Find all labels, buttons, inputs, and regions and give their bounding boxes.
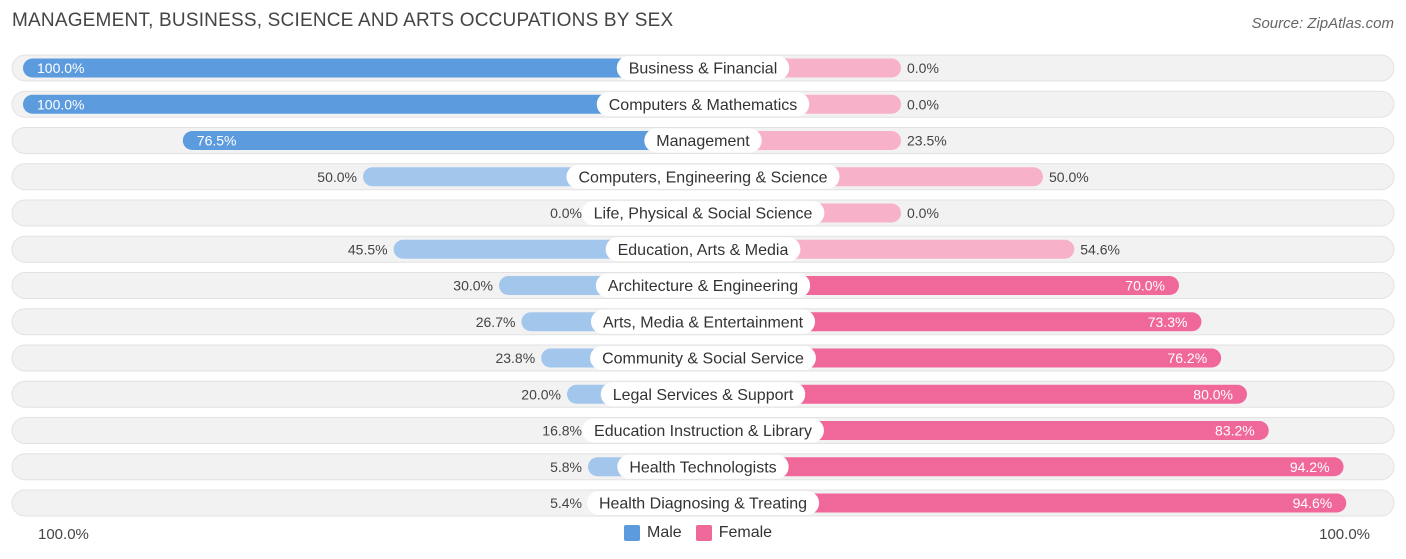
female-value-label: 83.2%	[1215, 423, 1255, 439]
female-value-label: 54.6%	[1080, 241, 1120, 257]
category-label: Life, Physical & Social Science	[594, 206, 813, 223]
male-value-label: 5.8%	[550, 459, 582, 475]
female-bar	[703, 276, 1179, 295]
source-label: Source: ZipAtlas.com	[1251, 15, 1394, 32]
category-label-pill	[586, 491, 820, 515]
axis-left-label: 100.0%	[38, 526, 89, 543]
male-value-label: 16.8%	[542, 423, 582, 439]
bar-chart: 100.0% 0.0% Business & Financial 100.0% 0.0%…	[11, 54, 1395, 517]
female-bar	[703, 384, 1247, 404]
female-value-label: 73.3%	[1148, 314, 1188, 330]
category-label: Legal Services & Support	[613, 387, 794, 404]
category-label-pill	[595, 273, 811, 298]
female-value-label: 23.5%	[907, 133, 947, 149]
male-bar	[182, 131, 704, 150]
legend: Male Female	[624, 524, 786, 542]
female-value-label: 0.0%	[907, 205, 939, 221]
category-label-pill	[582, 418, 824, 443]
female-bar	[703, 348, 1222, 368]
male-value-label: 76.5%	[197, 133, 237, 149]
legend-male: Male	[624, 524, 682, 542]
category-label-pill	[581, 201, 825, 225]
category-label: Business & Financial	[629, 61, 778, 78]
category-label: Community & Social Service	[602, 351, 804, 368]
legend-female-label: Female	[718, 524, 773, 541]
category-label-pill	[590, 309, 816, 334]
female-bar	[703, 421, 1269, 440]
female-value-label: 76.2%	[1167, 350, 1207, 366]
category-label-pill	[596, 92, 810, 117]
female-value-label: 0.0%	[907, 60, 939, 76]
legend-male-label: Male	[647, 524, 682, 541]
male-value-label: 20.0%	[521, 386, 561, 402]
male-bar	[23, 94, 703, 114]
female-value-label: 94.6%	[1293, 495, 1333, 511]
axis-right-label: 100.0%	[1319, 526, 1370, 543]
female-bar	[703, 493, 1347, 513]
male-value-label: 30.0%	[453, 278, 493, 294]
legend-female-swatch	[695, 525, 712, 541]
category-label: Arts, Media & Entertainment	[603, 314, 804, 331]
female-bar	[703, 312, 1202, 332]
legend-male-swatch	[624, 525, 640, 541]
male-value-label: 0.0%	[550, 205, 582, 221]
male-value-label: 100.0%	[37, 96, 84, 112]
male-value-label: 100.0%	[37, 60, 84, 76]
category-label: Architecture & Engineering	[608, 278, 798, 295]
female-value-label: 94.2%	[1290, 459, 1330, 475]
category-label-pill	[590, 346, 816, 370]
category-label: Education Instruction & Library	[594, 423, 812, 440]
category-label-pill	[617, 454, 789, 479]
male-value-label: 23.8%	[495, 350, 535, 366]
category-label: Management	[656, 133, 750, 150]
category-label-pill	[644, 128, 762, 153]
female-value-label: 80.0%	[1193, 386, 1233, 402]
male-value-label: 26.7%	[476, 314, 516, 330]
male-value-label: 45.5%	[348, 241, 388, 257]
legend-female: Female	[695, 524, 773, 542]
category-label: Education, Arts & Media	[618, 242, 789, 259]
category-label: Computers, Engineering & Science	[578, 169, 827, 186]
female-value-label: 50.0%	[1049, 169, 1089, 185]
category-label: Health Technologists	[629, 459, 776, 476]
male-value-label: 5.4%	[550, 495, 582, 511]
category-label-pill	[566, 164, 840, 189]
male-value-label: 50.0%	[317, 169, 357, 185]
chart-title: MANAGEMENT, BUSINESS, SCIENCE AND ARTS O…	[12, 10, 674, 31]
category-label: Computers & Mathematics	[609, 97, 798, 114]
female-value-label: 70.0%	[1125, 278, 1165, 294]
category-label-pill	[616, 56, 790, 80]
female-value-label: 0.0%	[907, 96, 939, 112]
male-bar	[23, 58, 703, 78]
female-bar	[703, 457, 1344, 477]
category-label-pill	[605, 237, 801, 262]
category-label: Health Diagnosing & Treating	[599, 496, 807, 513]
category-label-pill	[600, 382, 806, 407]
